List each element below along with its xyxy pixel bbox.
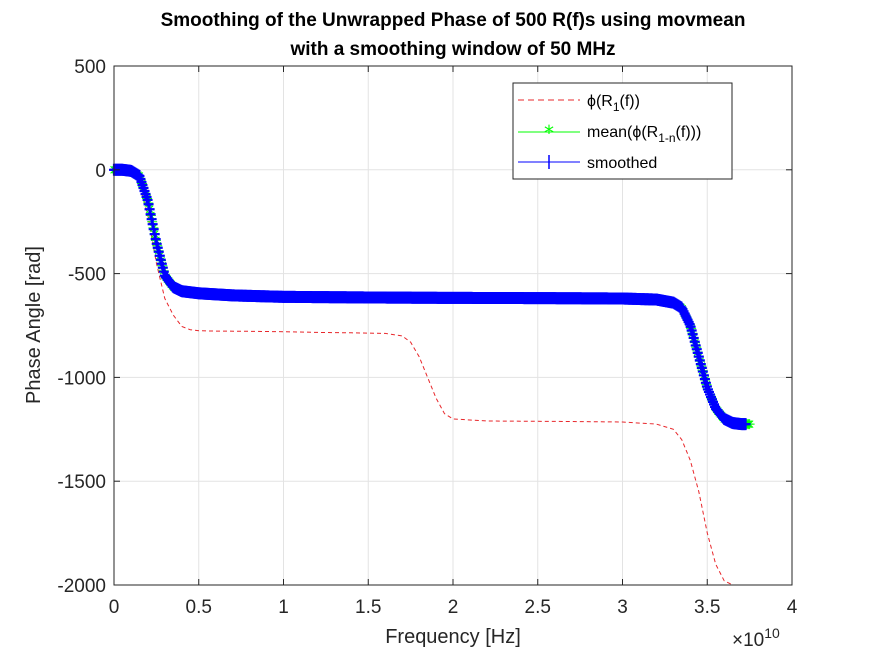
x-tick-label: 0 (109, 597, 120, 618)
x-tick-label: 2.5 (525, 597, 551, 618)
legend-entry-2-marker: * (544, 121, 554, 145)
x-exponent-label: ×1010 (732, 625, 780, 651)
legend-entry-1-text: ϕ(R (587, 93, 613, 110)
x-tick-label: 4 (787, 597, 798, 618)
legend-entry-1-sub: 1 (613, 100, 620, 114)
x-exponent-power: 10 (764, 625, 780, 641)
y-tick-label: -2000 (57, 576, 106, 597)
chart-title-line-1: Smoothing of the Unwrapped Phase of 500 … (161, 10, 746, 31)
y-tick-label: 500 (74, 57, 106, 78)
y-tick-label: 0 (95, 161, 106, 182)
chart-title-line-2: with a smoothing window of 50 MHz (289, 39, 615, 60)
legend-entry-3-label: smoothed (587, 155, 657, 172)
legend-entry-2-label: mean(ϕ(R1-n(f))) (587, 124, 701, 145)
x-exponent-base: ×10 (732, 630, 764, 651)
legend-entry-1-tail: (f)) (620, 93, 640, 110)
y-tick-label: -1500 (57, 472, 106, 493)
legend-entry-2-tail: (f))) (676, 124, 702, 141)
series-phi-r1-line (114, 169, 750, 586)
y-axis-label: Phase Angle [rad] (23, 246, 45, 404)
x-axis-label: Frequency [Hz] (385, 626, 521, 648)
x-tick-label: 2 (448, 597, 459, 618)
series-layer (109, 163, 755, 586)
x-tick-label: 1.5 (355, 597, 381, 618)
ticks: 0 0.5 1 1.5 2 2.5 3 3.5 4 500 0 -500 -1000 -1500 -2000 (57, 57, 797, 618)
x-tick-label: 0.5 (186, 597, 212, 618)
smoothed-plus-marker (740, 418, 751, 431)
y-tick-label: -1000 (57, 368, 106, 389)
legend-entry-2-sub: 1-n (658, 131, 675, 145)
x-tick-label: 1 (278, 597, 289, 618)
x-tick-label: 3.5 (694, 597, 720, 618)
legend: ϕ(R1(f)) * mean(ϕ(R1-n(f))) smoothed (512, 82, 733, 180)
legend-entry-1-label: ϕ(R1(f)) (587, 93, 640, 114)
x-tick-label: 3 (617, 597, 628, 618)
legend-entry-2-text: mean(ϕ(R (587, 124, 658, 141)
y-tick-label: -500 (68, 265, 106, 286)
